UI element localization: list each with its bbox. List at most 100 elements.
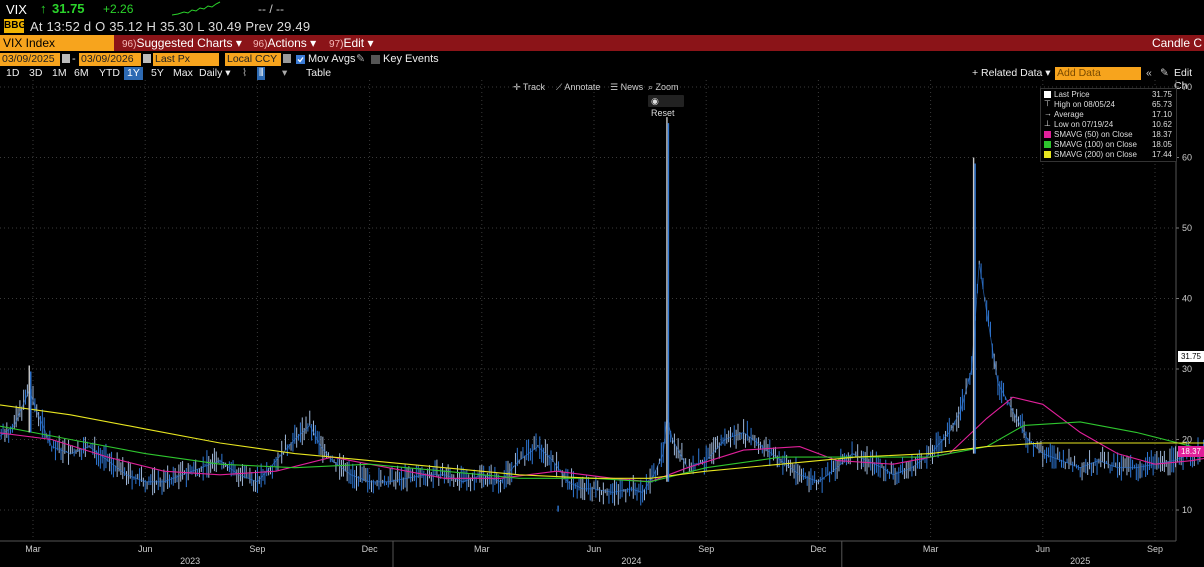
- legend-row: ⊤ High on 08/05/24 65.73: [1044, 99, 1174, 110]
- net-change: +2.26: [103, 2, 134, 16]
- frequency-select[interactable]: Daily ▾: [199, 67, 231, 79]
- checkbox-checked-icon[interactable]: [296, 55, 305, 64]
- period-max[interactable]: Max: [173, 67, 193, 79]
- x-tick-label: Mar: [25, 544, 41, 554]
- legend-row: SMAVG (200) on Close 17.44: [1044, 149, 1174, 160]
- security-field[interactable]: VIX Index: [0, 35, 114, 51]
- legend-value: 18.37: [1151, 130, 1172, 139]
- news-label: News: [620, 82, 644, 92]
- y-tick-label: 10: [1182, 505, 1192, 515]
- white-square-icon: [1044, 91, 1051, 98]
- edit-chart-button[interactable]: Edit Ch: [1174, 67, 1193, 92]
- dropdown-arrow-icon[interactable]: [283, 54, 291, 63]
- add-data-input[interactable]: Add Data: [1055, 67, 1141, 80]
- legend-row: SMAVG (50) on Close 18.37: [1044, 129, 1174, 140]
- x-tick-label: Jun: [1036, 544, 1051, 554]
- chart-legend[interactable]: Last Price 31.75 ⊤ High on 08/05/24 65.7…: [1040, 88, 1177, 162]
- average-marker-icon: →: [1044, 109, 1052, 118]
- legend-value: 10.62: [1151, 120, 1172, 129]
- legend-value: 17.10: [1151, 110, 1172, 119]
- actions-menu[interactable]: 96)Actions ▾: [253, 35, 316, 53]
- last-price: 31.75: [52, 1, 85, 16]
- x-year-label: 2025: [1070, 556, 1090, 566]
- reset-label: Reset: [651, 108, 675, 118]
- y-tick-label: 30: [1182, 364, 1192, 374]
- period-ytd[interactable]: YTD: [99, 67, 120, 79]
- chevron-down-icon[interactable]: ▾: [282, 67, 288, 79]
- calendar-icon[interactable]: [62, 54, 70, 63]
- period-1m[interactable]: 1M: [52, 67, 67, 79]
- pencil-icon[interactable]: ✎: [356, 53, 366, 65]
- field-select[interactable]: Last Px: [153, 53, 219, 66]
- ticker-symbol[interactable]: VIX: [6, 2, 27, 17]
- period-3d[interactable]: 3D: [29, 67, 43, 79]
- bid-ask: -- / --: [258, 2, 284, 16]
- period-1d[interactable]: 1D: [6, 67, 20, 79]
- reset-button[interactable]: ◉ Reset: [648, 95, 684, 118]
- key-events-label[interactable]: Key Events: [383, 53, 439, 65]
- calendar-icon[interactable]: [143, 54, 151, 63]
- x-year-label: 2024: [621, 556, 641, 566]
- currency-select[interactable]: Local CCY: [225, 53, 281, 66]
- up-arrow-icon: ↑: [40, 1, 47, 16]
- series-line: [0, 421, 1204, 483]
- collapse-icon[interactable]: «: [1146, 67, 1152, 79]
- legend-value: 31.75: [1151, 90, 1172, 99]
- period-1y[interactable]: 1Y: [124, 67, 143, 80]
- quote-line: At 13:52 d O 35.12 H 35.30 L 30.49 Prev …: [30, 19, 311, 34]
- y-tick-label: 70: [1182, 82, 1192, 92]
- legend-name: SMAVG (100) on Close: [1054, 140, 1137, 149]
- green-square-icon: [1044, 141, 1051, 148]
- legend-name: SMAVG (200) on Close: [1054, 150, 1137, 159]
- annotate-tool[interactable]: ⟋ Annotate: [556, 82, 600, 93]
- edit-icon[interactable]: ✎: [1160, 67, 1169, 79]
- candle-chart-icon[interactable]: ⫴: [257, 67, 266, 80]
- period-5y[interactable]: 5Y: [151, 67, 164, 79]
- start-date-field[interactable]: 03/09/2025: [0, 53, 60, 66]
- series-line: [0, 396, 1204, 483]
- legend-row: SMAVG (100) on Close 18.05: [1044, 139, 1174, 150]
- legend-name: Low on 07/19/24: [1054, 120, 1114, 129]
- legend-value: 18.05: [1151, 140, 1172, 149]
- series-line: [0, 263, 1204, 493]
- legend-name: Average: [1054, 110, 1084, 119]
- function-bar: VIX Index 96)Suggested Charts ▾ 96)Actio…: [0, 35, 1204, 51]
- news-tool[interactable]: ☰ News: [610, 82, 643, 93]
- legend-row: ⊥ Low on 07/19/24 10.62: [1044, 119, 1174, 130]
- y-tick-label: 20: [1182, 435, 1192, 445]
- series-line: [0, 404, 1204, 479]
- mov-avgs-label[interactable]: Mov Avgs: [308, 53, 356, 65]
- line-chart-icon[interactable]: ⌇: [242, 67, 248, 79]
- sma50-tag: 18.37: [1178, 446, 1204, 457]
- zoom-tool[interactable]: ⌕ Zoom: [648, 82, 679, 93]
- x-tick-label: Mar: [474, 544, 490, 554]
- suggested-charts-menu[interactable]: 96)Suggested Charts ▾: [122, 35, 242, 53]
- edit-menu[interactable]: 97)Edit ▾: [329, 35, 374, 53]
- high-marker-icon: ⊤: [1044, 99, 1051, 108]
- crosshair-icon: ✛: [513, 82, 523, 92]
- x-tick-label: Dec: [810, 544, 827, 554]
- track-tool[interactable]: ✛ Track: [513, 82, 545, 93]
- legend-value: 17.44: [1151, 150, 1172, 159]
- checkbox-unchecked-icon[interactable]: [371, 55, 380, 64]
- date-controls: 03/09/2025 - 03/09/2026 Last Px Local CC…: [0, 53, 1204, 67]
- x-tick-label: Jun: [138, 544, 153, 554]
- sparkline-icon: [172, 1, 221, 16]
- menu-number: 96): [253, 39, 268, 50]
- legend-name: High on 08/05/24: [1054, 100, 1115, 109]
- end-date-field[interactable]: 03/09/2026: [79, 53, 141, 66]
- legend-name: Last Price: [1054, 90, 1090, 99]
- news-icon: ☰: [610, 82, 621, 92]
- low-marker-icon: ⊥: [1044, 119, 1051, 128]
- legend-row: Last Price 31.75: [1044, 89, 1174, 100]
- table-button[interactable]: Table: [306, 67, 332, 79]
- menu-number: 96): [122, 39, 137, 50]
- related-data-button[interactable]: + Related Data ▾: [972, 67, 1051, 79]
- period-6m[interactable]: 6M: [74, 67, 89, 79]
- x-tick-label: Dec: [362, 544, 379, 554]
- zoom-label: Zoom: [655, 82, 679, 92]
- chart-type-label[interactable]: Candle C: [1151, 36, 1202, 50]
- y-tick-label: 60: [1182, 153, 1192, 163]
- x-tick-label: Sep: [1147, 544, 1163, 554]
